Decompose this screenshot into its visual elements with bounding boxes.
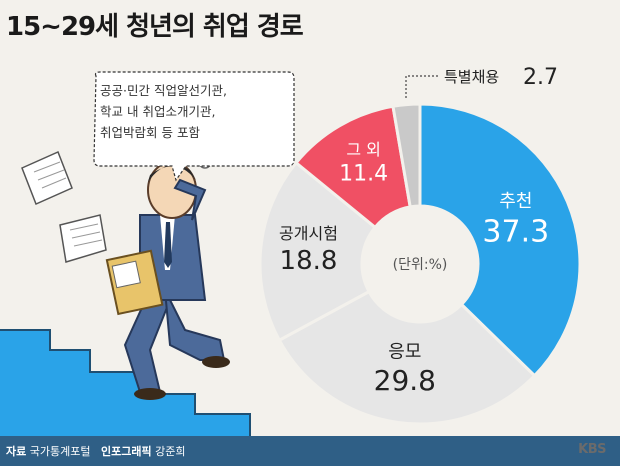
footer-band bbox=[0, 436, 620, 466]
slice-label-3: 그 외 bbox=[346, 140, 381, 159]
paper-illustrations bbox=[21, 150, 107, 263]
slice-label-4: 특별채용 bbox=[444, 68, 499, 86]
callout-line-2: 학교 내 취업소개기관, bbox=[100, 104, 216, 119]
worker-illustration bbox=[105, 147, 230, 400]
slice-label-1: 응모 bbox=[388, 342, 421, 363]
footer-credits: 자료 국가통계포털 인포그래픽 강준희 bbox=[6, 443, 185, 459]
slice-0 bbox=[418, 102, 582, 378]
source-value: 국가통계포털 bbox=[29, 445, 91, 458]
slice-2 bbox=[258, 160, 378, 343]
chart-title: 15~29세 청년의 취업 경로 bbox=[6, 12, 304, 42]
slice-value-4: 2.7 bbox=[523, 65, 558, 90]
callout-box bbox=[93, 71, 295, 182]
kbs-logo: KBS bbox=[578, 442, 606, 457]
graphic-value: 강준희 bbox=[155, 445, 186, 458]
slice-value-3: 11.4 bbox=[339, 161, 388, 186]
slice-4 bbox=[391, 102, 422, 209]
callout-line-1: 공공·민간 직업알선기관, bbox=[100, 83, 227, 98]
callout-text: 공공·민간 직업알선기관, 학교 내 취업소개기관, 취업박람회 등 포함 bbox=[100, 80, 288, 164]
donut-slices bbox=[258, 102, 582, 426]
unit-label: (단위:%) bbox=[393, 257, 448, 273]
slice-label-0: 추천 bbox=[499, 191, 532, 212]
source-label: 자료 bbox=[6, 445, 27, 458]
graphic-label: 인포그래픽 bbox=[100, 445, 152, 458]
slice-value-0: 37.3 bbox=[482, 215, 549, 250]
slice-1 bbox=[277, 289, 537, 426]
slice-value-2: 18.8 bbox=[280, 246, 338, 276]
minor-slice-leader bbox=[405, 75, 438, 98]
slice-label-2: 공개시험 bbox=[279, 224, 338, 243]
callout-line-3: 취업박람회 등 포함 bbox=[100, 125, 200, 140]
slice-value-1: 29.8 bbox=[374, 364, 436, 397]
